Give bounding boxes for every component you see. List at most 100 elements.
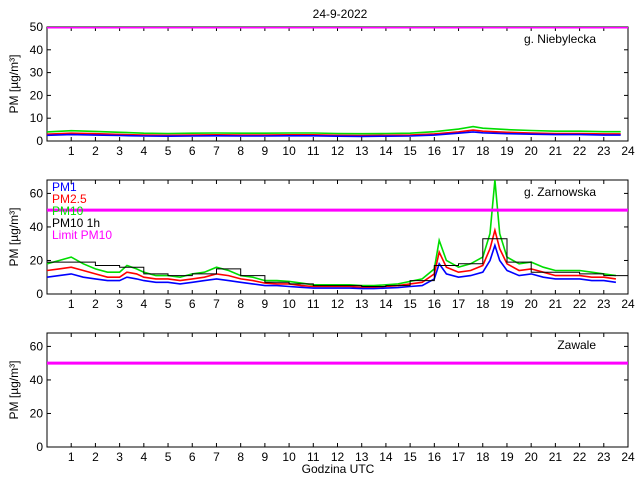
y-tick-label: 60 [30,186,44,200]
x-tick-label: 3 [116,450,123,464]
y-tick-label: 20 [30,253,44,267]
x-tick-label: 17 [452,144,466,158]
y-tick-label: 0 [36,287,43,301]
panel-3: 1 2 3 4 5 6 7 8 9 10 11 12 13 14 15 16 17 18 19 20 21 22 23 240… [7,332,635,464]
x-tick-label: 23 [597,297,611,311]
x-tick-label: 6 [189,144,196,158]
x-tick-label: 4 [140,297,147,311]
x-tick-label: 10 [282,450,296,464]
x-tick-label: 13 [355,144,369,158]
y-tick-label: 40 [30,220,44,234]
x-tick-label: 2 [92,450,99,464]
x-tick-label: 2 [92,297,99,311]
x-tick-label: 8 [237,450,244,464]
x-tick-label: 12 [331,450,345,464]
x-tick-label: 2 [92,144,99,158]
x-tick-label: 15 [403,297,417,311]
x-tick-label: 22 [573,144,587,158]
x-tick-label: 19 [500,297,514,311]
x-tick-label: 3 [116,297,123,311]
x-tick-label: 13 [355,297,369,311]
x-tick-label: 24 [621,144,635,158]
x-tick-label: 3 [116,144,123,158]
x-tick-label: 22 [573,450,587,464]
legend-item-pm10_1h: PM10 1h [52,216,100,230]
x-tick-label: 24 [621,450,635,464]
series-pm1-line [47,242,617,290]
x-tick-label: 10 [282,144,296,158]
y-tick-label: 0 [36,440,43,454]
panel-1: 1 2 3 4 5 6 7 8 9 10 11 12 13 14 15 16 17 18 19 20 21 22 23 240… [7,20,635,158]
x-tick-label: 23 [597,450,611,464]
x-tick-label: 14 [379,297,393,311]
x-tick-label: 18 [476,297,490,311]
x-tick-label: 5 [165,450,172,464]
y-tick-label: 60 [30,339,44,353]
x-tick-label: 1 [68,450,75,464]
plot-area [46,26,629,142]
y-axis-label: PM [µg/m³] [7,208,21,267]
legend-item-pm25: PM2.5 [52,192,87,206]
series-pm10-line [47,125,621,135]
y-axis-label: PM [µg/m³] [7,55,21,114]
x-tick-label: 4 [140,144,147,158]
x-tick-label: 11 [307,297,320,311]
plot-content [47,27,628,138]
figure-title: 24-9-2022 [313,7,368,21]
x-tick-label: 1 [68,144,75,158]
x-tick-label: 13 [355,450,369,464]
plot-area [46,179,629,295]
x-tick-label: 16 [428,450,442,464]
x-tick-label: 18 [476,450,490,464]
y-tick-label: 10 [30,111,44,125]
y-tick-label: 0 [36,134,43,148]
series-pm25-line [47,129,621,137]
y-axis-label: PM [µg/m³] [7,361,21,420]
series-pm10-1h-step [47,238,628,287]
legend-item-pm1: PM1 [52,180,77,194]
x-tick-label: 19 [500,144,514,158]
x-tick-label: 17 [452,297,466,311]
x-tick-label: 16 [428,297,442,311]
y-tick-label: 50 [30,20,44,34]
x-tick-label: 7 [213,297,220,311]
series-pm1-line [47,131,621,138]
series-pm25-line [47,227,617,289]
x-tick-label: 19 [500,450,514,464]
x-tick-label: 20 [524,144,538,158]
x-tick-label: 5 [165,144,172,158]
x-tick-label: 15 [403,144,417,158]
x-tick-label: 8 [237,144,244,158]
x-tick-label: 17 [452,450,466,464]
x-tick-label: 12 [331,297,345,311]
x-tick-label: 7 [213,144,220,158]
x-tick-label: 9 [262,450,269,464]
panel-2: 1 2 3 4 5 6 7 8 9 10 11 12 13 14 15 16 17 18 19 20 21 22 23 240… [7,179,635,311]
x-tick-label: 11 [307,450,320,464]
y-tick-label: 40 [30,373,44,387]
x-tick-label: 9 [262,297,269,311]
x-tick-label: 1 [68,297,75,311]
x-tick-label: 20 [524,450,538,464]
x-tick-label: 6 [189,450,196,464]
x-tick-label: 21 [549,144,563,158]
x-tick-label: 18 [476,144,490,158]
station-label: Zawale [557,338,596,352]
y-tick-label: 40 [30,43,44,57]
x-tick-label: 5 [165,297,172,311]
x-tick-label: 11 [307,144,320,158]
x-tick-label: 14 [379,450,393,464]
x-tick-label: 12 [331,144,345,158]
x-axis-label: Godzina UTC [302,462,375,476]
panels: 1 2 3 4 5 6 7 8 9 10 11 12 13 14 15 16 17 18 19 20 21 22 23 240… [7,20,635,464]
x-tick-label: 24 [621,297,635,311]
x-tick-label: 8 [237,297,244,311]
x-tick-label: 4 [140,450,147,464]
x-tick-label: 21 [549,450,563,464]
x-tick-label: 9 [262,144,269,158]
x-tick-label: 20 [524,297,538,311]
y-tick-label: 20 [30,88,44,102]
plot-content [47,180,628,290]
